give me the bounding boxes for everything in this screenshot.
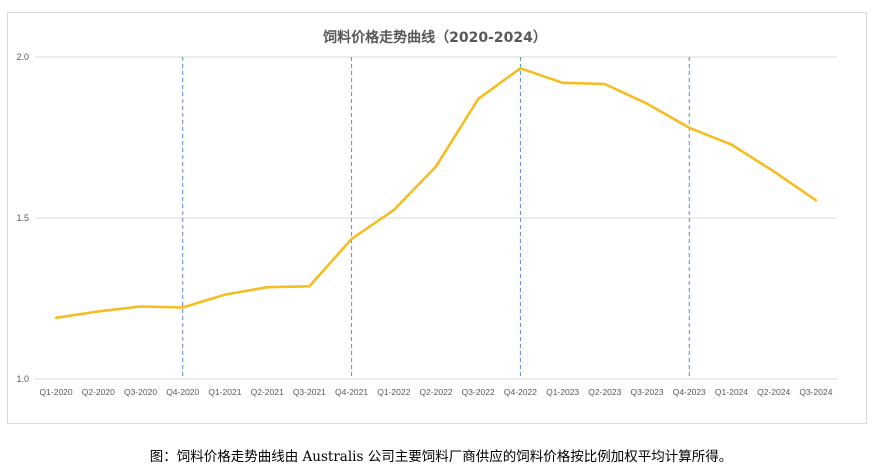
x-tick-label: Q1-2023: [546, 387, 579, 397]
x-tick-label: Q3-2024: [799, 387, 832, 397]
y-tick-label: 1.0: [16, 374, 29, 384]
figure-caption: 图：饲料价格走势曲线由 Australis 公司主要饲料厂商供应的饲料价格按比例…: [149, 449, 733, 465]
series-layer: [54, 66, 818, 320]
x-tick-label: Q1-2024: [715, 387, 748, 397]
x-tick-label: Q3-2020: [124, 387, 157, 397]
x-tick-label: Q2-2021: [251, 387, 284, 397]
x-tick-label: Q3-2023: [631, 387, 664, 397]
x-tick-label: Q1-2022: [377, 387, 410, 397]
x-tick-label: Q1-2021: [208, 387, 241, 397]
x-tick-label: Q2-2023: [588, 387, 621, 397]
series-line-0: [54, 66, 818, 320]
x-tick-label: Q4-2020: [166, 387, 199, 397]
gridlines: [35, 56, 837, 380]
chart-title: 饲料价格走势曲线（2020-2024）: [322, 29, 547, 46]
x-tick-label: Q3-2021: [293, 387, 326, 397]
y-axis-ticks: 1.0 1.5 2.0: [16, 52, 29, 384]
x-tick-label: Q2-2020: [82, 387, 115, 397]
feed-price-line-chart: 饲料价格走势曲线（2020-2024） 1.0 1.5 2.0 Q1-2020 Q2-…: [16, 29, 837, 397]
x-tick-label: Q4-2021: [335, 387, 368, 397]
chart-frame: 饲料价格走势曲线（2020-2024） 1.0 1.5 2.0 Q1-2020 Q2-…: [7, 12, 867, 424]
x-tick-label: Q2-2022: [419, 387, 452, 397]
x-tick-label: Q2-2024: [757, 387, 790, 397]
x-tick-label: Q1-2020: [40, 387, 73, 397]
y-tick-label: 1.5: [16, 213, 29, 223]
vertical-markers: [182, 57, 690, 379]
x-tick-label: Q3-2022: [462, 387, 495, 397]
y-tick-label: 2.0: [16, 52, 29, 62]
x-tick-label: Q4-2023: [673, 387, 706, 397]
x-axis-ticks: Q1-2020 Q2-2020 Q3-2020 Q4-2020 Q1-2021 Q2-20…: [40, 387, 833, 397]
x-tick-label: Q4-2022: [504, 387, 537, 397]
